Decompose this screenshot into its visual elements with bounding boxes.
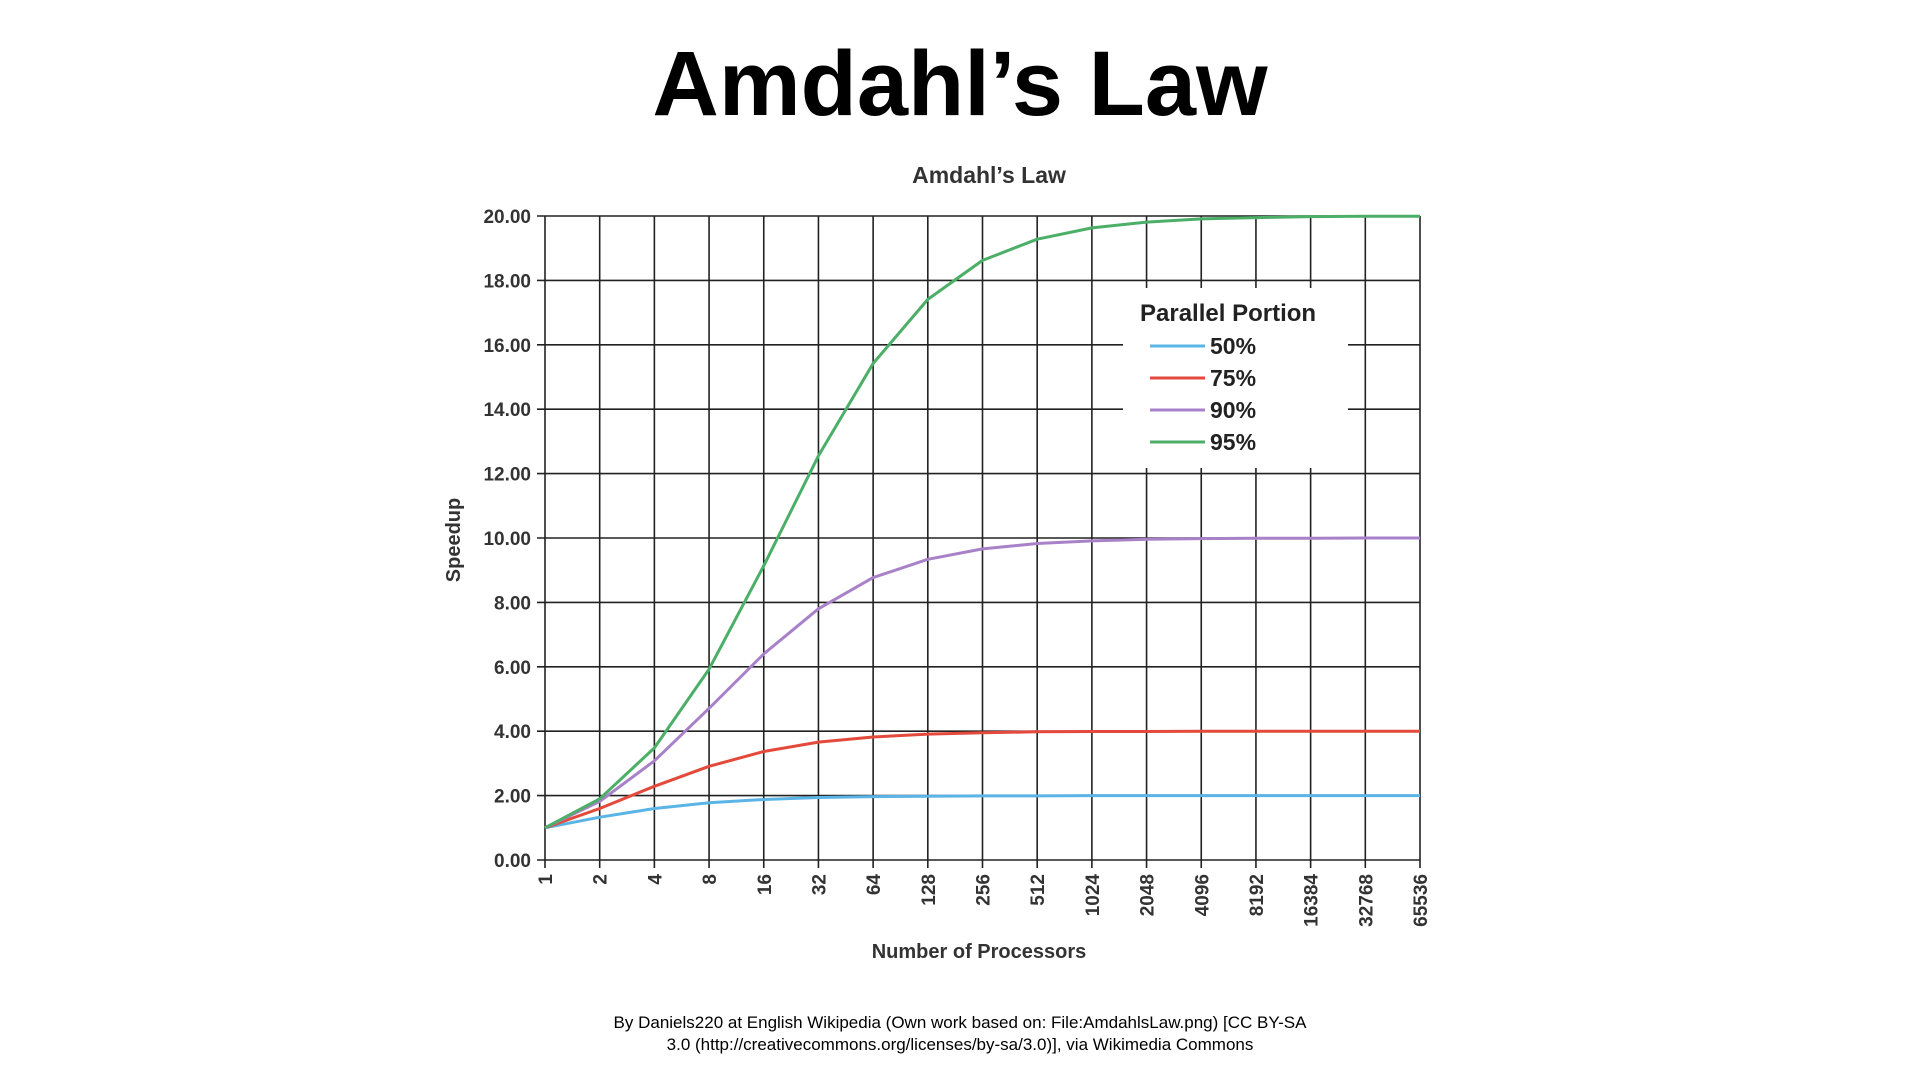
y-tick-label: 4.00 [494,722,531,743]
x-tick-label: 32 [809,874,830,895]
x-tick-labels: 1 2 4 8 16 32 64 128 256 512 1024 2048 4096 8192 16384… [536,874,1432,927]
amdahl-chart: Amdahl’s Law 0.002.004.006.008.0010.0012… [443,162,1432,963]
y-tick-label: 14.00 [483,400,531,421]
x-tick-label: 8 [700,874,721,885]
legend-label: 75% [1210,365,1256,391]
x-tick-label: 1 [536,874,557,885]
x-tick-label: 8192 [1247,874,1268,916]
y-tick-label: 18.00 [483,271,531,292]
legend-label: 95% [1210,429,1256,455]
series-lines [544,214,1420,830]
legend-label: 90% [1210,397,1256,423]
x-tick-label: 256 [974,874,995,906]
chart-title: Amdahl’s Law [912,162,1066,188]
x-tick-label: 16384 [1302,874,1323,927]
x-tick-label: 1024 [1083,874,1104,917]
series-line-90pct [544,536,1420,830]
x-tick-label: 16 [755,874,776,895]
y-tick-label: 0.00 [494,851,531,872]
y-tick-label: 12.00 [483,465,531,486]
y-axis-label: Speedup [443,498,465,582]
x-tick-label: 4 [645,874,666,885]
x-tick-label: 64 [864,874,885,896]
attribution-credit: By Daniels220 at English Wikipedia (Own … [560,1012,1360,1056]
y-tick-label: 6.00 [494,658,531,679]
x-tick-label: 128 [919,874,940,906]
credit-line-2: 3.0 (http://creativecommons.org/licenses… [666,1035,1254,1054]
x-axis-label: Number of Processors [872,941,1087,963]
x-tick-label: 65536 [1411,874,1432,927]
legend-label: 50% [1210,333,1256,359]
legend: Parallel Portion 50% 75% 90% 95% [1123,288,1348,468]
credit-line-1: By Daniels220 at English Wikipedia (Own … [613,1013,1307,1032]
series-line-75pct [544,729,1420,830]
y-tick-label: 16.00 [483,336,531,357]
y-tick-label: 2.00 [494,787,531,808]
series-line-50pct [544,794,1420,830]
slide-title: Amdahl’s Law [652,33,1268,135]
y-tick-label: 20.00 [483,207,531,228]
y-tick-labels: 0.00 2.00 4.00 6.00 8.00 10.00 12.00 14.00 16.00… [483,207,531,872]
x-tick-label: 4096 [1192,874,1213,916]
x-tick-label: 2048 [1138,874,1159,916]
x-tick-label: 512 [1028,874,1049,906]
series-line-95pct [544,214,1420,830]
y-tick-label: 8.00 [494,593,531,614]
legend-title: Parallel Portion [1140,300,1316,327]
y-tick-label: 10.00 [483,529,531,550]
x-tick-label: 32768 [1356,874,1377,927]
x-tick-label: 2 [591,874,612,885]
